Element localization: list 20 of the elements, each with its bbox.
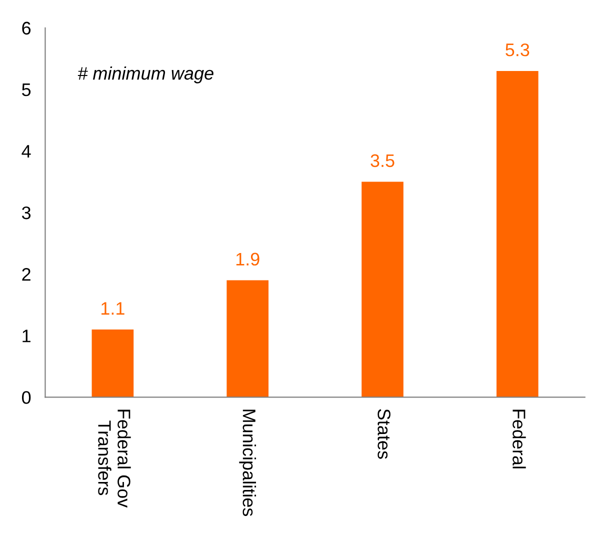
data-label: 1.9	[236, 252, 260, 266]
bar	[362, 182, 404, 398]
x-tick-label: Federal	[512, 410, 526, 468]
y-tick-label: 4	[22, 145, 31, 158]
y-tick-label: 5	[22, 84, 31, 96]
y-tick-label: 6	[22, 22, 31, 35]
annotation: # minimum wage	[78, 66, 214, 84]
y-tick-label: 1	[22, 330, 30, 342]
bar	[496, 70, 538, 398]
bar	[226, 280, 269, 398]
y-tick-label: 3	[22, 206, 31, 220]
x-tick-label: Federal Gov Transfers	[98, 410, 131, 508]
x-tick-label: Municipalities	[239, 410, 256, 516]
x-tick-label: States	[378, 409, 390, 459]
data-label: 3.5	[370, 154, 394, 168]
bar	[92, 329, 134, 398]
data-label: 1.1	[102, 302, 124, 315]
y-tick-label: 2	[22, 268, 30, 281]
data-label: 5.3	[506, 43, 530, 56]
y-tick-label: 0	[22, 391, 31, 404]
